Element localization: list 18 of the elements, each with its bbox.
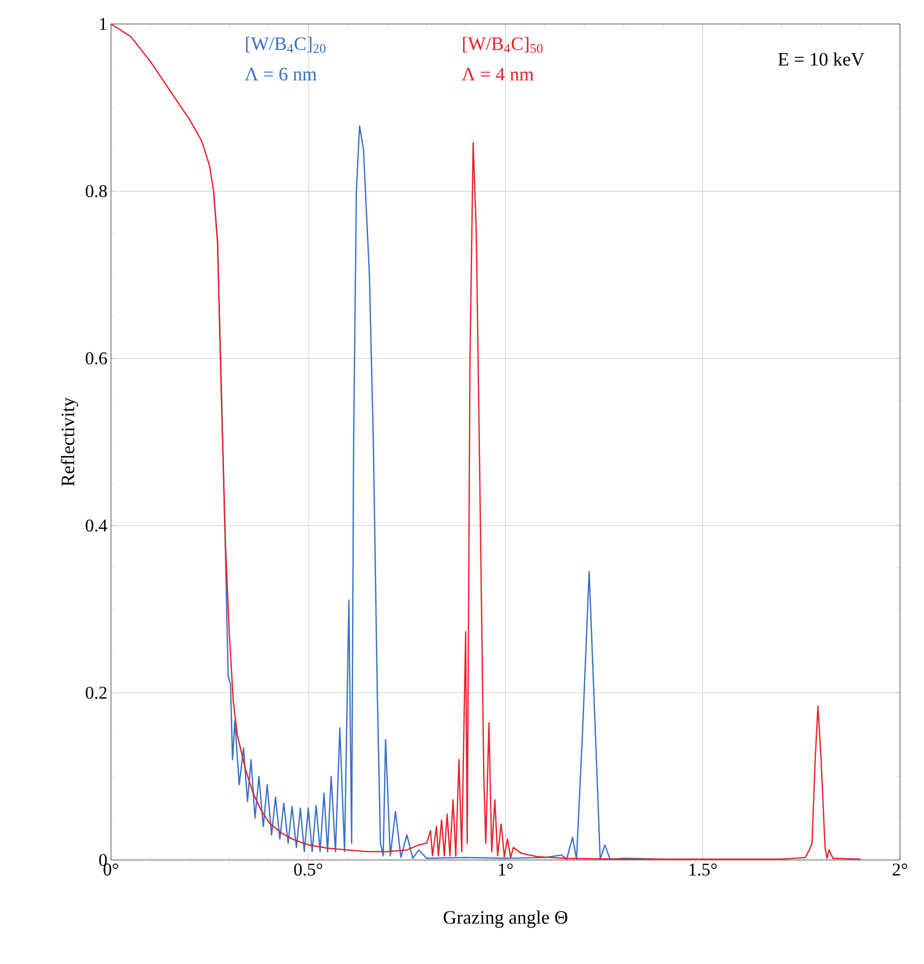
- y-tick-label: 0.4: [86, 520, 108, 532]
- annotation: E = 10 keV: [778, 52, 864, 66]
- x-axis-title: Grazing angle Θ: [444, 910, 568, 928]
- y-tick-label: 1: [100, 18, 106, 30]
- text: [W/B$_{4}$C]$_{20}$: [246, 36, 326, 53]
- text: [W/B$_{4}$C]$_{50}$: [463, 36, 543, 53]
- y-tick-label: 0.8: [86, 185, 107, 198]
- y-tick-label: 0.2: [86, 686, 106, 699]
- x-tick-label: 0.5°: [294, 864, 322, 876]
- y-axis-title: Reflectivity: [60, 397, 78, 486]
- annotation: Λ = 6 nm: [244, 68, 317, 81]
- x-tick-label: 1.5°: [690, 864, 717, 876]
- y-tick-label: 0.6: [86, 352, 107, 364]
- x-tick-label: 2°: [892, 864, 908, 876]
- y-tick-label: 0: [99, 854, 107, 866]
- x-tick-label: 0°: [104, 864, 118, 876]
- x-tick-label: 1°: [499, 864, 513, 876]
- annotation: Λ = 4 nm: [462, 68, 534, 80]
